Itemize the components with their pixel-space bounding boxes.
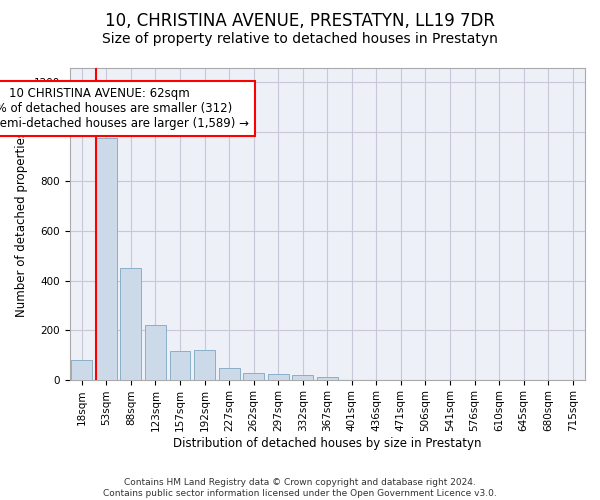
Y-axis label: Number of detached properties: Number of detached properties xyxy=(15,130,28,316)
Bar xyxy=(243,374,264,380)
Bar xyxy=(317,376,338,380)
Bar xyxy=(218,368,239,380)
Bar xyxy=(194,350,215,380)
Text: 10 CHRISTINA AVENUE: 62sqm
← 16% of detached houses are smaller (312)
83% of sem: 10 CHRISTINA AVENUE: 62sqm ← 16% of deta… xyxy=(0,88,250,130)
Bar xyxy=(121,268,142,380)
Bar xyxy=(170,351,190,380)
Bar xyxy=(292,374,313,380)
Text: 10, CHRISTINA AVENUE, PRESTATYN, LL19 7DR: 10, CHRISTINA AVENUE, PRESTATYN, LL19 7D… xyxy=(105,12,495,30)
Bar xyxy=(96,138,117,380)
Bar xyxy=(145,325,166,380)
Text: Contains HM Land Registry data © Crown copyright and database right 2024.
Contai: Contains HM Land Registry data © Crown c… xyxy=(103,478,497,498)
Text: Size of property relative to detached houses in Prestatyn: Size of property relative to detached ho… xyxy=(102,32,498,46)
X-axis label: Distribution of detached houses by size in Prestatyn: Distribution of detached houses by size … xyxy=(173,437,482,450)
Bar xyxy=(268,374,289,380)
Bar xyxy=(71,360,92,380)
